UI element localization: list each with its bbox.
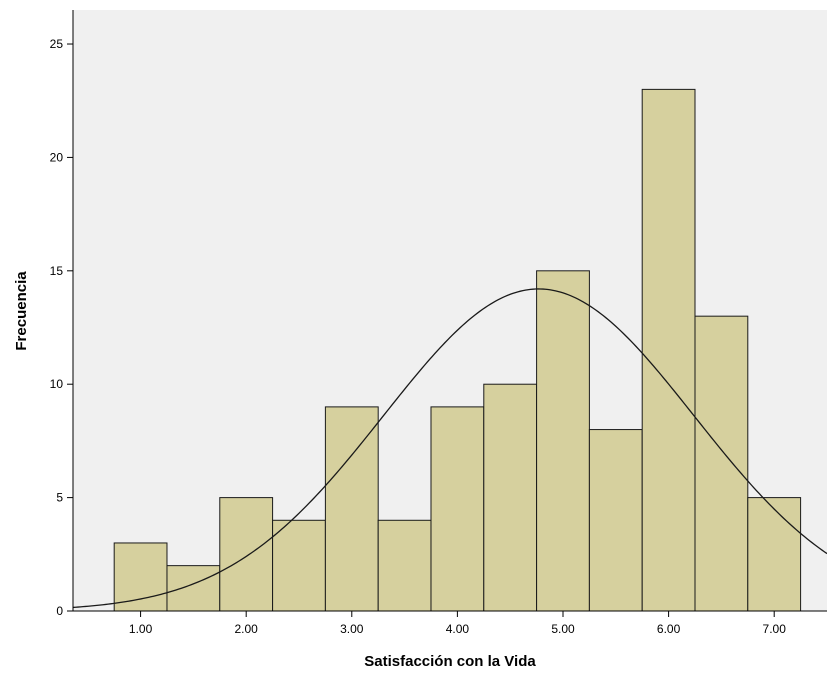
histogram-bar-10 [588, 429, 643, 612]
normal-curve [72, 288, 827, 609]
histogram-bar-4 [272, 519, 326, 612]
y-tick-label: 10 [50, 377, 64, 391]
y-tick-label: 0 [56, 604, 63, 618]
y-tick-label: 25 [50, 37, 64, 51]
x-tick-label: 3.00 [340, 622, 364, 636]
histogram-bar-7 [430, 406, 485, 612]
histogram-bar-13 [747, 497, 802, 612]
histogram-bar-9 [536, 270, 590, 612]
y-tick-label: 20 [50, 150, 64, 164]
x-tick-label: 5.00 [551, 622, 575, 636]
histogram-bar-5 [324, 406, 379, 612]
x-tick-label: 6.00 [657, 622, 681, 636]
y-ticks: 0 5 10 15 20 25 [50, 37, 73, 618]
histogram-bar-6 [377, 519, 432, 612]
histogram-bar-12 [694, 315, 749, 612]
x-ticks: 1.00 2.00 3.00 4.00 5.00 6.00 7.00 [129, 611, 786, 636]
y-tick-label: 15 [50, 264, 64, 278]
x-tick-label: 1.00 [129, 622, 153, 636]
histogram-bar-11 [641, 88, 696, 612]
histogram-bar-2 [166, 565, 221, 612]
x-tick-label: 2.00 [235, 622, 259, 636]
x-axis-title: Satisfacción con la Vida [364, 653, 536, 670]
y-axis-title: Frecuencia [13, 271, 30, 351]
histogram-bar-3 [219, 497, 274, 612]
y-tick-label: 5 [56, 491, 63, 505]
x-tick-label: 7.00 [763, 622, 787, 636]
bars-layer [113, 88, 802, 612]
x-tick-label: 4.00 [446, 622, 470, 636]
histogram-bar-8 [483, 383, 538, 612]
histogram-bar-1 [113, 542, 168, 612]
